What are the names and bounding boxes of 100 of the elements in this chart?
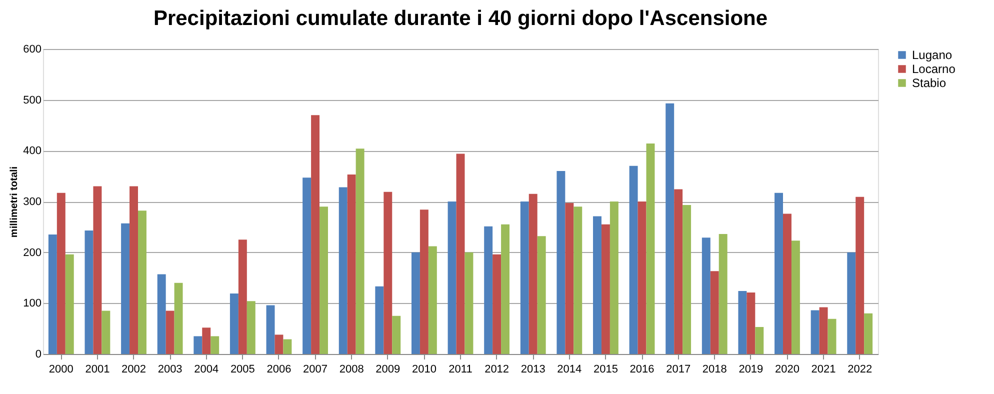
bar	[528, 194, 538, 354]
bar	[682, 205, 692, 354]
bar	[138, 210, 146, 354]
chart-title: Precipitazioni cumulate durante i 40 giorni dopo l'Ascensione	[153, 7, 768, 30]
x-tick-label: 2014	[557, 364, 582, 376]
x-tick-label: 2010	[412, 364, 436, 376]
bar	[338, 187, 348, 354]
bar	[819, 307, 828, 354]
legend-label: Locarno	[912, 62, 956, 76]
bar	[266, 305, 275, 354]
bar	[702, 238, 710, 354]
legend-label: Lugano	[912, 48, 952, 62]
bar	[755, 327, 764, 354]
y-tick-label: 100	[23, 298, 42, 310]
bar	[93, 186, 102, 354]
y-axis-title: millimetri totali	[9, 166, 20, 238]
bar	[420, 210, 428, 354]
bar	[484, 226, 493, 354]
x-tick-label: 2006	[266, 364, 292, 376]
bar	[347, 174, 356, 354]
bar	[65, 254, 74, 354]
y-tick-label: 500	[23, 94, 42, 106]
bar	[202, 328, 211, 354]
bar	[783, 214, 792, 354]
bar	[274, 334, 284, 354]
bar	[610, 202, 618, 354]
bar	[102, 310, 110, 354]
x-tick-label: 2009	[376, 364, 400, 376]
bar	[774, 192, 784, 354]
bar	[230, 294, 238, 354]
x-tick-label: 2011	[448, 364, 472, 376]
x-tick-label: 2012	[484, 364, 510, 376]
bar	[828, 318, 836, 354]
bar	[674, 189, 683, 354]
x-tick-label: 2005	[230, 364, 255, 376]
bar	[238, 240, 247, 354]
y-tick-label: 200	[23, 246, 42, 259]
bar	[710, 271, 719, 354]
bar	[411, 252, 420, 354]
bar	[320, 206, 328, 354]
bar	[456, 154, 465, 354]
bar	[210, 336, 220, 354]
bar	[246, 301, 256, 354]
bar	[174, 282, 183, 354]
bar	[311, 115, 320, 354]
legend-label: Stabio	[912, 76, 946, 90]
bar	[574, 206, 582, 354]
x-tick-label: 2002	[122, 364, 146, 376]
x-tick-label: 2015	[593, 364, 618, 376]
bar	[593, 216, 602, 354]
bar	[520, 202, 529, 354]
x-tick-label: 2000	[48, 364, 74, 376]
bar	[556, 171, 566, 354]
bar	[48, 234, 57, 354]
bar	[501, 224, 510, 354]
x-tick-label: 2017	[666, 364, 691, 376]
bar	[738, 290, 747, 354]
bar	[130, 186, 138, 354]
bar	[428, 246, 437, 354]
bar	[646, 144, 655, 354]
bar	[629, 166, 638, 354]
bar	[392, 316, 401, 354]
x-tick-label: 2007	[303, 364, 328, 376]
bar	[666, 103, 674, 354]
bar	[464, 252, 474, 354]
x-tick-label: 2020	[774, 364, 800, 376]
bar	[302, 178, 312, 354]
y-tick-label: 300	[23, 196, 42, 208]
bar	[157, 274, 166, 354]
bar	[718, 234, 728, 354]
bar	[565, 203, 574, 354]
bar	[194, 336, 202, 354]
x-tick-label: 2021	[811, 364, 836, 376]
bar	[84, 230, 94, 354]
bar	[283, 339, 292, 354]
bar	[810, 310, 820, 354]
bar	[356, 148, 364, 354]
bar	[847, 252, 856, 354]
x-tick-label: 2022	[848, 364, 872, 376]
bar	[601, 224, 610, 354]
x-tick-label: 2003	[158, 364, 182, 376]
x-tick-label: 2008	[339, 364, 364, 376]
x-tick-label: 2016	[630, 364, 654, 376]
bar	[746, 292, 756, 354]
bar	[448, 202, 456, 354]
y-tick-label: 400	[23, 145, 42, 158]
bar	[791, 240, 800, 354]
bar	[537, 236, 546, 354]
bar	[638, 202, 646, 354]
bar	[121, 223, 130, 354]
bar	[375, 286, 384, 354]
bar	[856, 196, 864, 354]
x-tick-label: 2013	[520, 364, 546, 376]
bar	[56, 192, 66, 354]
x-tick-label: 2019	[738, 364, 764, 376]
y-tick-label: 0	[35, 348, 42, 360]
bar	[166, 310, 174, 354]
x-tick-label: 2004	[194, 364, 219, 376]
y-tick-label: 600	[23, 44, 42, 56]
bar	[492, 254, 502, 354]
